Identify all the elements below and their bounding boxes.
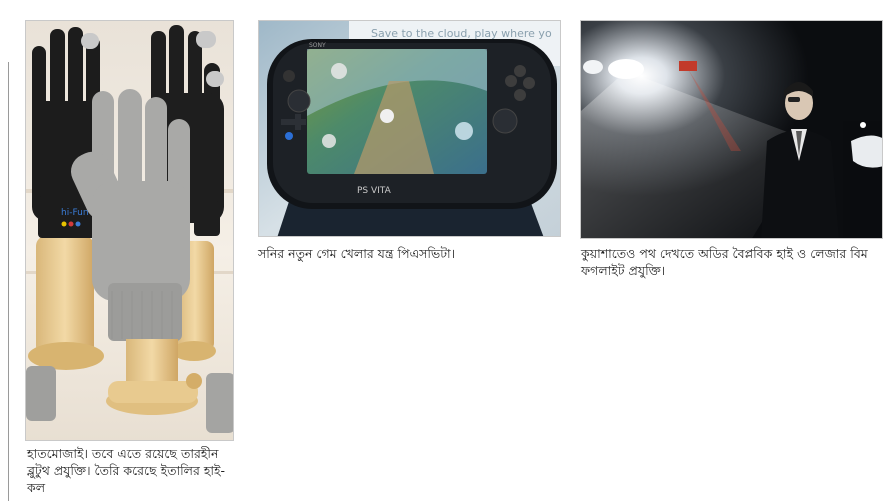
- psvita-device-label: PS VITA: [357, 186, 392, 196]
- foglight-photo: [580, 20, 883, 239]
- psvita-brand-label: SONY: [309, 42, 326, 49]
- gloves-photo: hi-Fun: [25, 20, 234, 441]
- glove-cuff-logo: hi-Fun: [61, 208, 89, 218]
- foglight-caption: কুয়াশাতেও পথ দেখতে অডির বৈপ্লবিক হাই ও …: [581, 246, 868, 278]
- gloves-caption: হাতমোজাই। তবে এতে রয়েছে তারহীন ব্লুটুথ …: [27, 446, 226, 495]
- psvita-caption: সনির নতুন গেম খেলার যন্ত্র পিএসভিটা।: [258, 246, 456, 261]
- psvita-photo: Save to the cloud, play where yo PS VITA…: [258, 20, 561, 237]
- psvita-banner-text: Save to the cloud, play where yo: [371, 27, 552, 40]
- column-divider: [8, 62, 9, 501]
